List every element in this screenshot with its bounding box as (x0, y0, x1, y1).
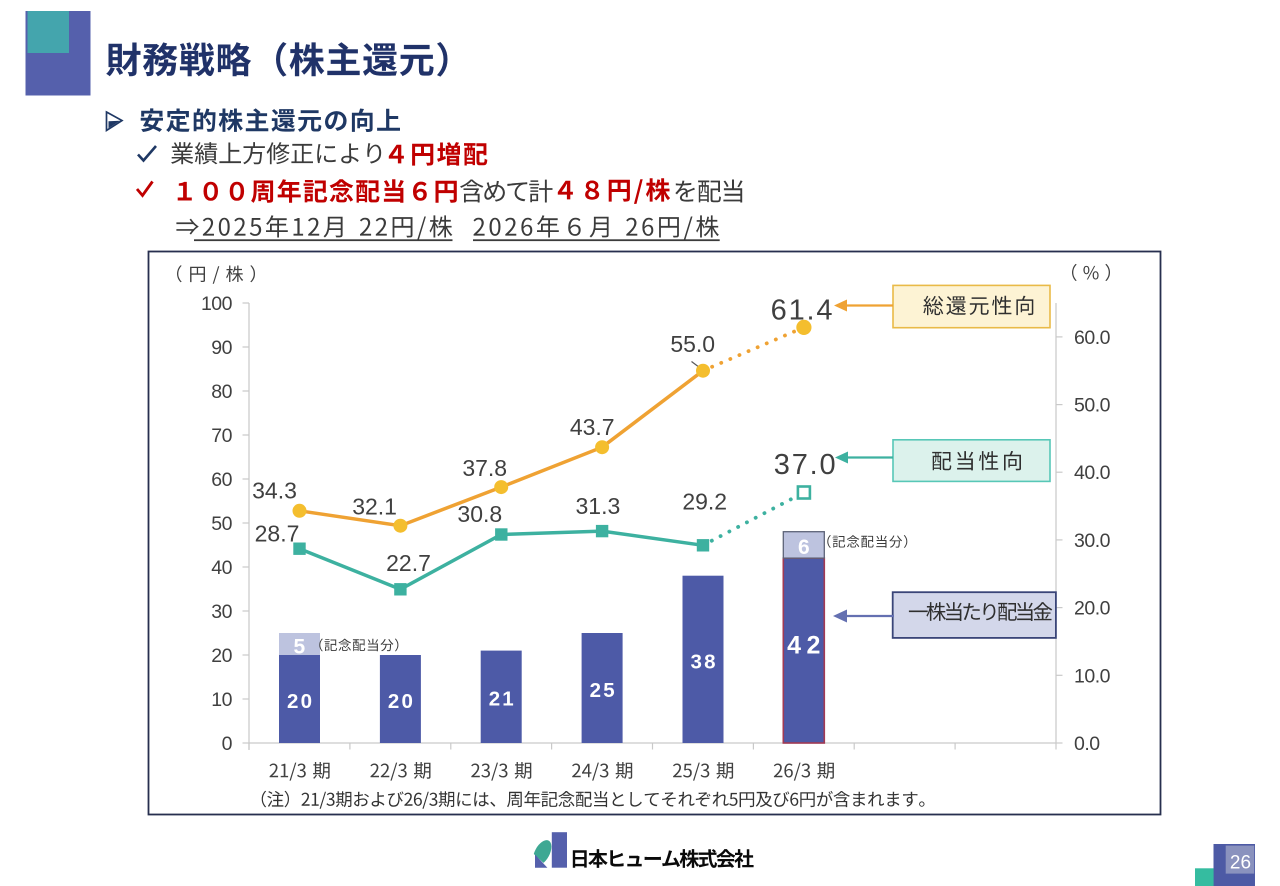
svg-text:5: 5 (293, 636, 305, 659)
svg-text:43.7: 43.7 (570, 414, 615, 440)
svg-text:90: 90 (211, 337, 232, 359)
svg-text:0.0: 0.0 (1074, 733, 1100, 755)
svg-text:20: 20 (388, 690, 415, 713)
svg-text:20.0: 20.0 (1074, 598, 1111, 620)
svg-text:0: 0 (222, 733, 233, 755)
svg-text:31.3: 31.3 (576, 493, 621, 519)
svg-text:30.0: 30.0 (1074, 530, 1111, 552)
svg-text:30: 30 (211, 601, 232, 623)
svg-text:70: 70 (211, 425, 232, 447)
svg-text:21: 21 (489, 688, 516, 711)
svg-text:37.0: 37.0 (774, 449, 838, 481)
svg-text:37.8: 37.8 (462, 455, 507, 481)
svg-text:34.3: 34.3 (252, 478, 297, 504)
svg-text:50.0: 50.0 (1074, 395, 1111, 417)
svg-text:40.0: 40.0 (1074, 462, 1111, 484)
svg-text:29.2: 29.2 (682, 489, 727, 515)
svg-text:100: 100 (201, 293, 233, 315)
svg-text:80: 80 (211, 381, 232, 403)
svg-text:55.0: 55.0 (670, 331, 715, 357)
svg-text:32.1: 32.1 (352, 493, 397, 519)
svg-text:38: 38 (690, 650, 717, 673)
svg-text:60.0: 60.0 (1074, 327, 1111, 349)
svg-text:30.8: 30.8 (457, 501, 502, 527)
svg-text:25: 25 (590, 679, 617, 702)
svg-text:10: 10 (211, 689, 232, 711)
svg-text:22.7: 22.7 (386, 550, 431, 576)
svg-text:40: 40 (211, 557, 232, 579)
svg-text:28.7: 28.7 (255, 521, 300, 547)
svg-text:10.0: 10.0 (1074, 665, 1111, 687)
svg-text:50: 50 (211, 513, 232, 535)
svg-text:20: 20 (211, 645, 232, 667)
svg-text:60: 60 (211, 469, 232, 491)
svg-text:6: 6 (798, 536, 810, 559)
svg-text:26: 26 (1230, 853, 1251, 874)
svg-text:42: 42 (787, 631, 826, 659)
svg-text:61.4: 61.4 (771, 294, 835, 326)
svg-text:20: 20 (287, 690, 314, 713)
